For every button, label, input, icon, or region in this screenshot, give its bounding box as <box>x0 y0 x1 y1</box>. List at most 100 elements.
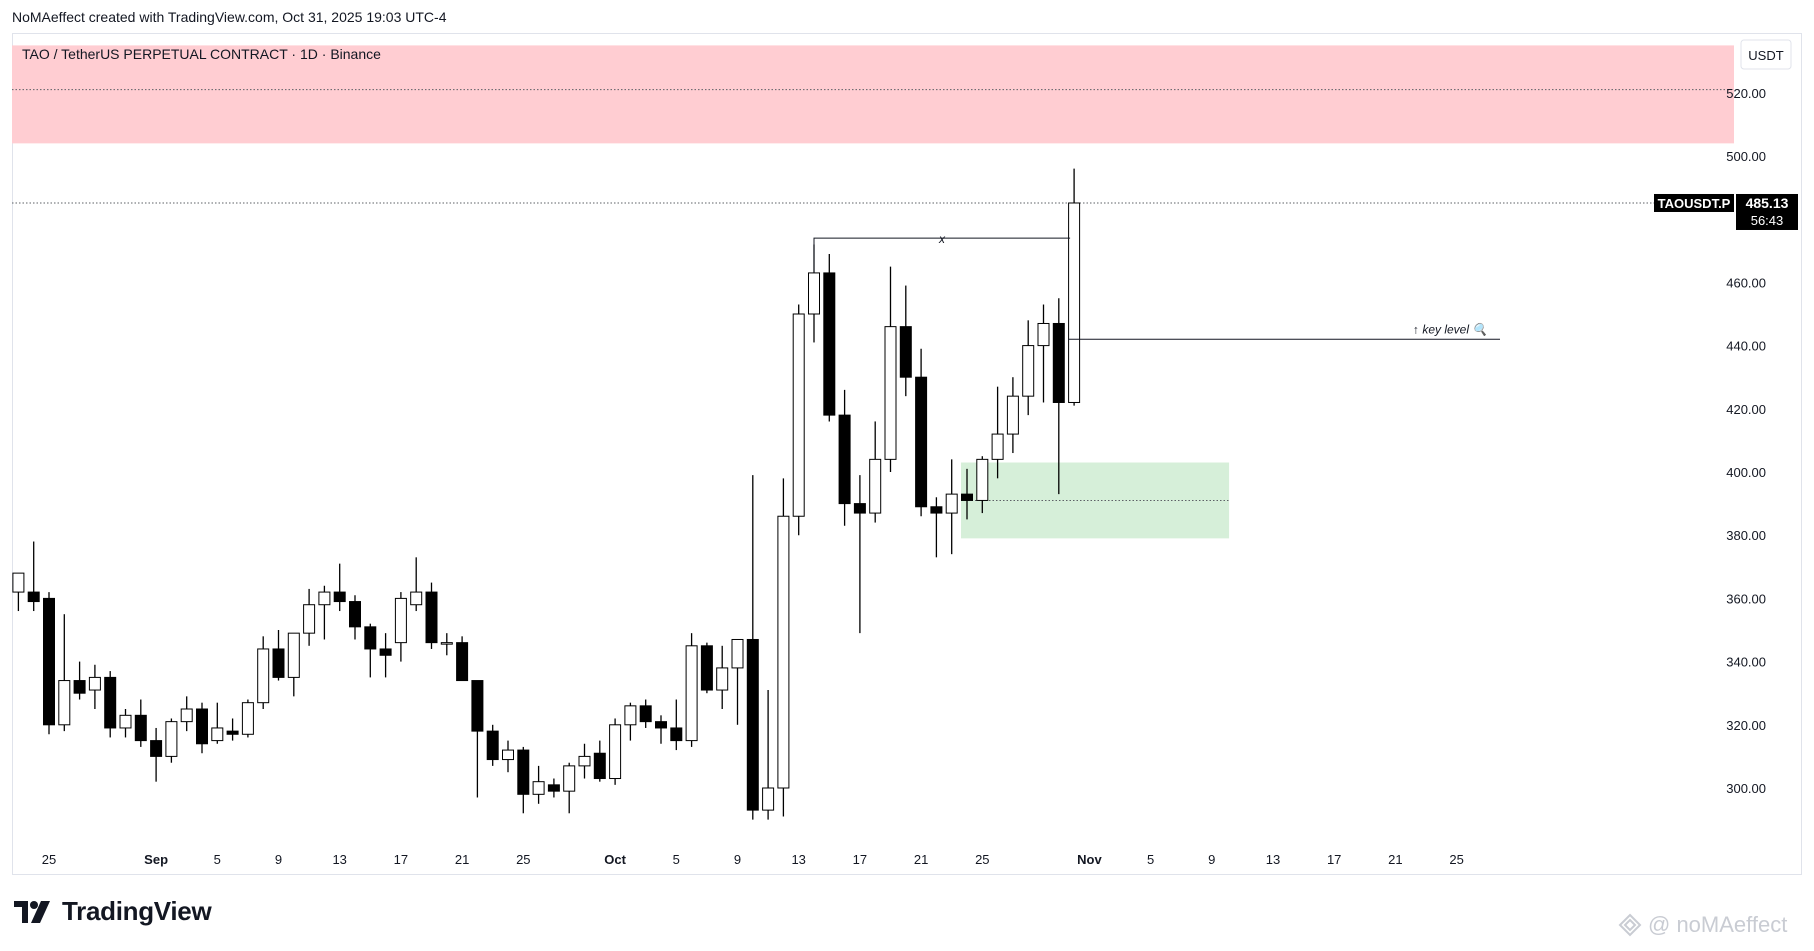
candle-body <box>43 597 55 726</box>
x-tick-label: 25 <box>42 852 56 867</box>
candle[interactable] <box>425 582 438 649</box>
candle[interactable] <box>593 740 606 782</box>
candle-body <box>379 648 392 656</box>
price-badge-price: 485.13 <box>1746 195 1789 211</box>
candle[interactable] <box>884 266 897 472</box>
candle[interactable] <box>655 715 667 744</box>
x-tick-label: 17 <box>394 852 408 867</box>
candle[interactable] <box>303 588 316 646</box>
symbol-badge-label: TAOUSDT.P <box>1658 196 1731 211</box>
candle[interactable] <box>440 633 453 656</box>
candle[interactable] <box>639 699 652 728</box>
candle[interactable] <box>532 765 545 804</box>
candle[interactable] <box>853 475 866 634</box>
candle-body <box>502 749 514 761</box>
candle[interactable] <box>364 623 377 678</box>
candle[interactable] <box>165 718 178 763</box>
candle[interactable] <box>517 746 530 814</box>
candles-layer <box>12 168 1081 820</box>
candle[interactable] <box>762 690 775 820</box>
candle-body <box>226 730 239 735</box>
candle[interactable] <box>991 386 1004 479</box>
candle[interactable] <box>272 630 285 681</box>
candle[interactable] <box>119 709 132 738</box>
candle[interactable] <box>196 702 208 754</box>
candle[interactable] <box>12 572 25 612</box>
candle[interactable] <box>257 636 270 709</box>
y-tick-label: 360.00 <box>1726 591 1766 606</box>
tradingview-logo-text: TradingView <box>62 896 212 926</box>
candle[interactable] <box>777 478 790 817</box>
candle[interactable] <box>287 632 300 697</box>
candle[interactable] <box>318 585 331 640</box>
candle[interactable] <box>349 595 361 640</box>
candle-body <box>104 676 117 729</box>
candle[interactable] <box>976 456 989 514</box>
candle-body <box>1068 202 1081 403</box>
y-tick-label: 300.00 <box>1726 781 1766 796</box>
candle[interactable] <box>945 459 958 555</box>
candle[interactable] <box>563 762 576 814</box>
tradingview-logo[interactable]: TradingView <box>14 896 212 927</box>
x-tick-label: 5 <box>673 852 680 867</box>
candle-body <box>838 414 851 505</box>
candle[interactable] <box>456 636 469 682</box>
candle-body <box>58 680 71 726</box>
candle[interactable] <box>471 680 484 798</box>
candle[interactable] <box>792 304 805 536</box>
candle[interactable] <box>73 661 86 700</box>
candle[interactable] <box>915 348 928 517</box>
candle[interactable] <box>930 497 943 558</box>
candle-body <box>670 727 683 742</box>
candle[interactable] <box>869 421 882 523</box>
candle[interactable] <box>1052 298 1065 495</box>
candle[interactable] <box>578 743 591 779</box>
candle[interactable] <box>547 778 560 798</box>
candle[interactable] <box>410 557 423 612</box>
candle[interactable] <box>700 642 713 694</box>
candle-body <box>1006 395 1019 435</box>
candle-body <box>961 493 973 501</box>
candle[interactable] <box>104 671 117 738</box>
currency-button[interactable]: USDT <box>1740 39 1792 70</box>
candle[interactable] <box>211 702 224 744</box>
candle-body <box>349 601 361 628</box>
candle[interactable] <box>609 718 622 785</box>
candle[interactable] <box>731 638 744 725</box>
symbol-badge: TAOUSDT.P <box>1654 193 1734 212</box>
candle[interactable] <box>134 699 147 747</box>
candle[interactable] <box>1037 304 1050 403</box>
candle[interactable] <box>1022 320 1035 416</box>
candle[interactable] <box>486 724 499 766</box>
candle[interactable] <box>394 592 407 662</box>
candle[interactable] <box>502 740 514 773</box>
candle[interactable] <box>838 389 851 526</box>
candle[interactable] <box>1068 168 1081 406</box>
candle[interactable] <box>180 696 193 732</box>
candle[interactable] <box>333 563 346 612</box>
candle-body <box>731 638 744 669</box>
candle[interactable] <box>27 541 40 612</box>
candle[interactable] <box>226 718 239 741</box>
candle-body <box>792 313 805 517</box>
x-tick-label: Nov <box>1077 852 1102 867</box>
candle-body <box>333 591 346 603</box>
candle[interactable] <box>961 468 973 520</box>
candle[interactable] <box>150 727 163 782</box>
candle-body <box>808 272 820 315</box>
x-tick-label: 25 <box>1449 852 1463 867</box>
candle[interactable] <box>899 285 912 397</box>
candle[interactable] <box>58 614 71 732</box>
candle[interactable] <box>716 645 729 709</box>
candle[interactable] <box>241 699 254 738</box>
candle[interactable] <box>624 702 637 741</box>
candle[interactable] <box>43 592 55 735</box>
candle[interactable] <box>379 633 392 678</box>
candle[interactable] <box>88 664 101 709</box>
candle[interactable] <box>685 633 698 747</box>
candle[interactable] <box>1006 377 1019 454</box>
candle[interactable] <box>746 475 759 820</box>
candle[interactable] <box>670 699 683 751</box>
candle[interactable] <box>823 253 836 422</box>
